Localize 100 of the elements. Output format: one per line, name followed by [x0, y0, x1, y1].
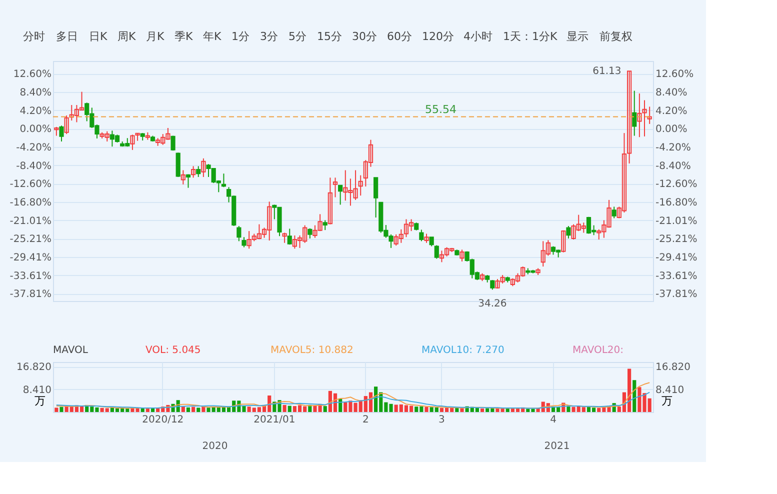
text: MAVOL: [53, 345, 88, 356]
candlestick: [358, 174, 363, 196]
y2-tick-label: -8.40%: [656, 160, 691, 172]
y-tick-label: -37.81%: [10, 289, 52, 300]
candlestick: [282, 232, 287, 244]
y2-tick-label: -12.60%: [656, 179, 698, 190]
x-tick-label: 2: [362, 414, 369, 426]
y-tick-label: 8.40%: [20, 87, 52, 98]
text: MAVOL5: 10.882: [270, 345, 354, 356]
bar: [54, 408, 58, 412]
text: 1分: [232, 30, 250, 43]
candlestick: [64, 114, 69, 135]
candlestick: [328, 177, 332, 225]
y-tick-label: -29.41%: [10, 252, 52, 264]
text: 分时: [23, 30, 45, 43]
y-tick-label: -33.61%: [10, 270, 52, 282]
y-tick-label: 8.410: [22, 384, 52, 396]
candlestick: [176, 152, 180, 178]
text: 60分: [387, 30, 412, 43]
candlestick: [490, 280, 495, 290]
candlestick: [460, 249, 464, 262]
candlestick: [242, 236, 246, 248]
text: 5分: [288, 30, 306, 43]
bar: [146, 408, 150, 412]
candlestick: [434, 244, 439, 260]
candlestick: [221, 173, 226, 188]
y2-tick-label: 16.820: [656, 362, 690, 374]
text: 2021: [544, 441, 570, 452]
candlestick: [180, 170, 186, 185]
bar: [323, 406, 327, 412]
candlestick: [332, 177, 338, 198]
text: 30分: [352, 30, 377, 43]
y-tick-label: -16.80%: [10, 197, 52, 208]
candlestick: [374, 177, 378, 218]
candlestick: [191, 166, 196, 178]
bar: [186, 407, 190, 412]
y2-tick-label: -21.01%: [656, 216, 698, 227]
text: 2020: [202, 441, 228, 452]
bar: [566, 406, 570, 412]
candlestick: [424, 233, 429, 244]
annotation: 61.13: [592, 66, 622, 78]
y-tick-label: -4.20%: [16, 142, 52, 154]
bar: [192, 406, 196, 412]
bar: [506, 408, 510, 412]
candlestick: [287, 228, 292, 246]
candlestick: [632, 90, 637, 136]
bar: [632, 380, 636, 412]
y2-tick-label: -16.80%: [656, 197, 698, 208]
y-tick-label: 16.820: [16, 362, 52, 374]
y2-tick-label: -4.20%: [656, 142, 691, 154]
text: 多日: [56, 30, 78, 43]
candlestick: [170, 135, 176, 152]
text: 120分: [422, 30, 454, 43]
candlestick: [236, 225, 242, 242]
text: 1天：1分K: [503, 30, 558, 43]
candlestick: [561, 230, 566, 253]
text: MAVOL10: 7.270: [422, 345, 504, 356]
text: 周K: [118, 30, 136, 43]
bar: [288, 406, 292, 412]
y-tick-label: 4.20%: [20, 106, 52, 117]
candlestick: [612, 206, 616, 219]
candlestick: [647, 106, 652, 124]
text: 前复权: [600, 30, 632, 43]
y2-tick-label: 12.60%: [656, 69, 694, 80]
line-series: [56, 392, 650, 409]
candlestick: [429, 236, 434, 247]
bar: [282, 404, 286, 412]
candlestick: [322, 220, 328, 231]
candlestick: [201, 158, 206, 178]
x-tick-label: 4: [550, 414, 556, 426]
text: 3分: [260, 30, 278, 43]
y-tick-label: 0.00%: [20, 124, 52, 136]
bar: [480, 408, 484, 412]
candlestick: [186, 174, 191, 188]
y-tick-label: -8.40%: [16, 160, 52, 172]
y-axis-title: 万: [34, 396, 46, 408]
candlestick: [419, 229, 424, 242]
y-tick-label: 12.60%: [13, 69, 52, 80]
bar: [196, 408, 200, 412]
text: 季K: [174, 30, 194, 43]
candlestick: [338, 184, 343, 206]
bar: [424, 406, 428, 412]
y2-tick-label: -25.21%: [656, 234, 698, 246]
y2-tick-label: 0.00%: [656, 124, 688, 136]
y-tick-label: -12.60%: [10, 179, 52, 190]
y-tick-label: -25.21%: [10, 234, 52, 246]
y2-tick-label: -33.61%: [656, 270, 698, 282]
annotation: 55.54: [425, 102, 456, 116]
candlestick: [59, 125, 64, 142]
text: 4小时: [464, 30, 492, 43]
x-tick-label: 2020/12: [142, 414, 184, 426]
x-tick-label: 2021/01: [254, 414, 296, 426]
text: 15分: [317, 30, 342, 43]
y-tick-label: -21.01%: [10, 216, 52, 227]
candlestick: [196, 166, 201, 178]
text: 年K: [203, 30, 222, 43]
y2-axis-title: 万: [662, 396, 672, 408]
text: MAVOL20:: [572, 345, 624, 356]
bar: [60, 406, 64, 412]
text: 显示: [566, 30, 588, 43]
